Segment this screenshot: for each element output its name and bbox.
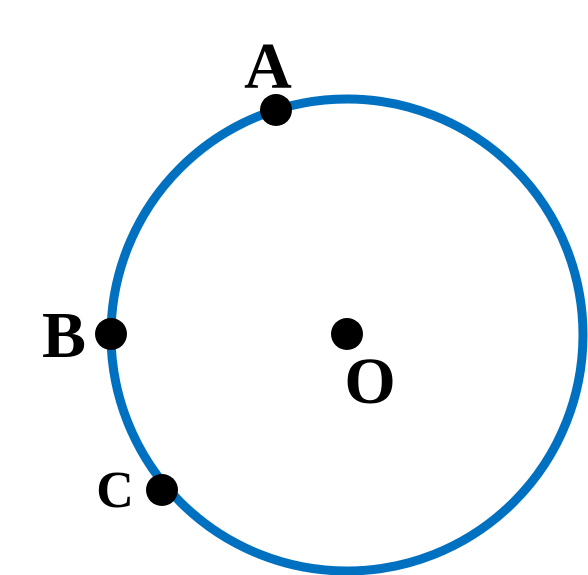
point-a-dot (260, 94, 292, 126)
point-o-label: O (344, 345, 395, 418)
point-b-dot (95, 318, 127, 350)
point-b-label: B (42, 299, 86, 372)
point-a-label: A (244, 30, 292, 103)
point-o-dot (331, 318, 363, 350)
point-c-label: C (96, 462, 134, 519)
point-c-dot (146, 474, 178, 506)
